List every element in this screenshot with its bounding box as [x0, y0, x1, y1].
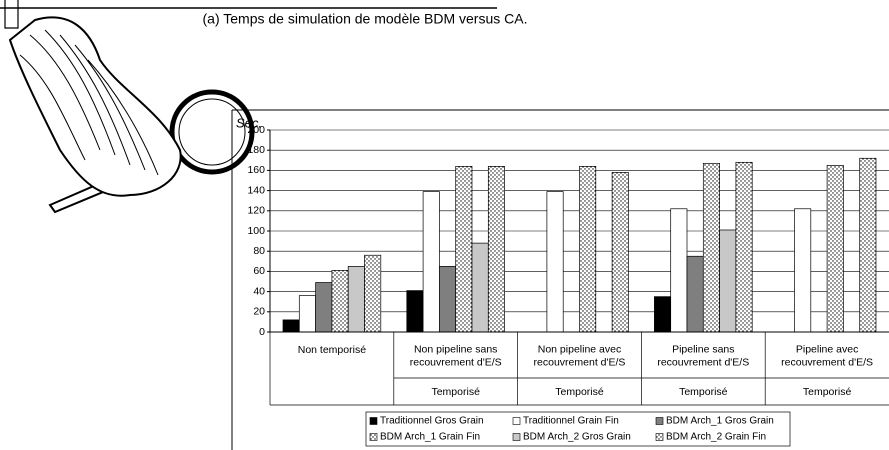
bar: [439, 266, 457, 333]
bar: [579, 166, 597, 333]
legend-label: BDM Arch_1 Gros Grain: [666, 416, 774, 427]
bar: [364, 254, 382, 333]
legend-label: BDM Arch_1 Grain Fin: [380, 432, 480, 443]
chart-title: (a) Temps de simulation de modèle BDM ve…: [203, 11, 528, 27]
y-tick-label: 180: [247, 144, 265, 156]
bar: [702, 162, 720, 333]
bar: [826, 165, 844, 333]
y-axis-label: Sec.: [236, 115, 262, 130]
x-tick-label: Non pipeline sans: [414, 343, 497, 355]
legend-label: BDM Arch_2 Gros Grain: [523, 432, 631, 443]
bar: [654, 296, 672, 333]
y-tick-label: 80: [253, 245, 265, 257]
legend-swatch: [655, 433, 664, 441]
bar: [611, 172, 629, 333]
y-tick-label: 120: [247, 205, 265, 217]
bar: [282, 319, 300, 333]
group-label: Temporisé: [803, 386, 852, 398]
bar: [719, 229, 737, 333]
y-tick-label: 20: [253, 306, 265, 318]
legend-label: BDM Arch_2 Grain Fin: [666, 432, 766, 443]
legend-box: [365, 411, 791, 447]
bar: [347, 266, 365, 333]
x-tick-label: recouvrement d'E/S: [534, 356, 626, 368]
legend-swatch: [512, 433, 521, 441]
bar: [331, 270, 349, 333]
group-label: Temporisé: [431, 386, 480, 398]
bar: [487, 166, 505, 333]
x-tick-label: recouvrement d'E/S: [410, 356, 502, 368]
bar: [735, 161, 753, 333]
bar: [686, 255, 704, 333]
legend-label: Traditionnel Grain Fin: [523, 416, 619, 427]
legend-swatch: [369, 417, 378, 425]
legend-swatch: [655, 417, 664, 425]
bar: [546, 191, 564, 333]
y-tick-label: 60: [253, 265, 265, 277]
bar: [422, 191, 440, 333]
x-tick-label: Pipeline avec: [796, 343, 858, 355]
bar: [670, 208, 688, 333]
decoration: [0, 0, 497, 214]
legend-label: Traditionnel Gros Grain: [380, 416, 484, 427]
bar: [455, 166, 473, 333]
y-tick-label: 0: [259, 326, 265, 338]
x-tick-label: Non temporisé: [298, 344, 366, 356]
group-label: Temporisé: [679, 386, 728, 398]
bar: [406, 290, 424, 333]
x-tick-label: recouvrement d'E/S: [781, 356, 873, 368]
x-tick-label: Pipeline sans: [672, 343, 734, 355]
bar: [794, 208, 812, 333]
bar: [298, 295, 316, 333]
legend-swatch: [512, 417, 521, 425]
group-label: Temporisé: [555, 386, 604, 398]
y-tick-label: 40: [253, 285, 265, 297]
legend-swatch: [369, 433, 378, 441]
y-tick-label: 140: [247, 184, 265, 196]
x-tick-label: Non pipeline avec: [538, 343, 621, 355]
bar: [471, 242, 489, 333]
x-tick-label: recouvrement d'E/S: [657, 356, 749, 368]
chart: Sec.: [231, 109, 889, 450]
bar: [315, 282, 333, 333]
y-tick-label: 200: [247, 124, 265, 136]
y-tick-label: 100: [247, 225, 265, 237]
bar: [859, 157, 877, 333]
y-tick-label: 160: [247, 164, 265, 176]
